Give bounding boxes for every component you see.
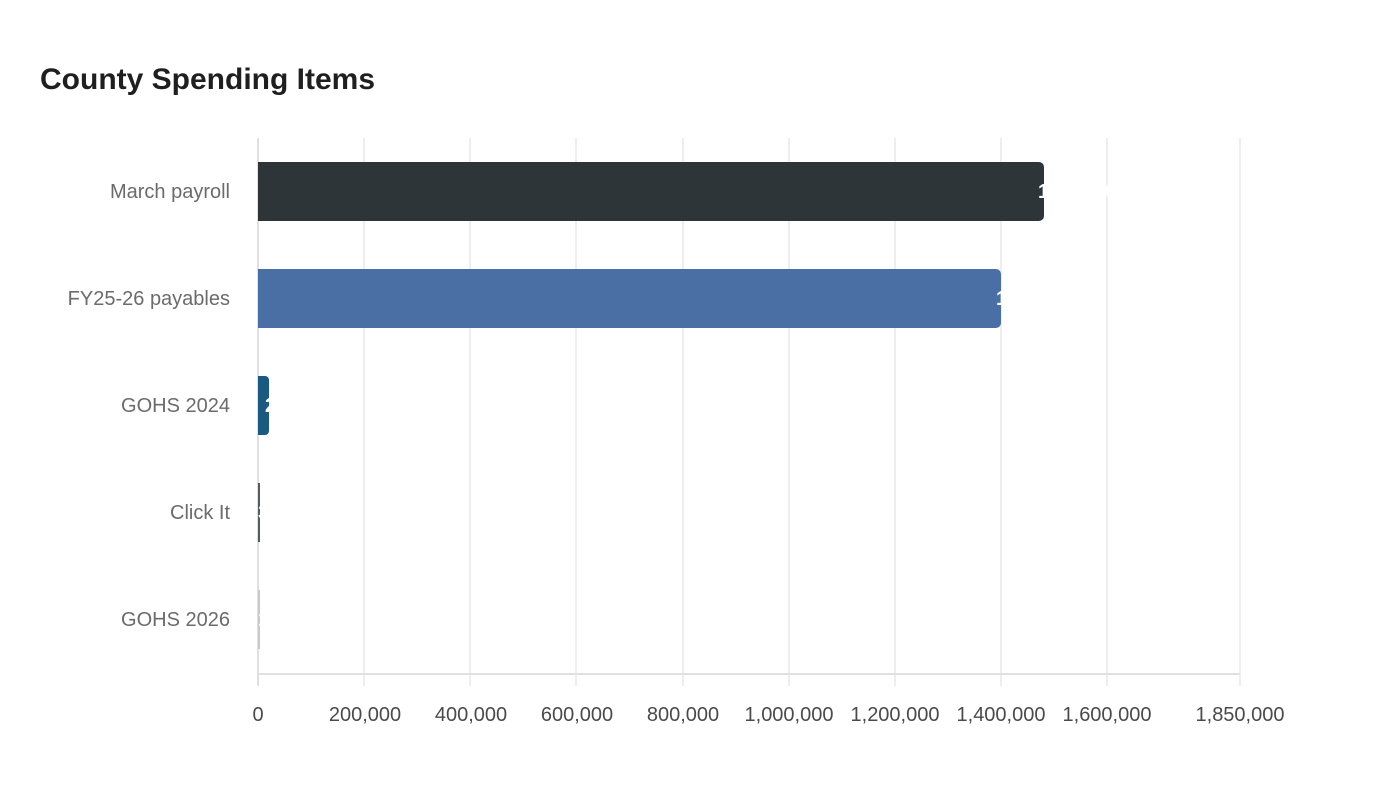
bar-value-label: 20,800 [265, 394, 327, 417]
gridline [1000, 138, 1002, 686]
x-tick-label: 800,000 [646, 704, 720, 726]
chart-title: County Spending Items [40, 63, 376, 96]
x-tick-label: 200,000 [328, 704, 402, 726]
bar-value-label: 1,481,000 [1038, 180, 1127, 203]
x-axis-line [258, 673, 1240, 675]
bar-value-label: 1,500 [258, 608, 309, 631]
bar-value-label: 1,402,000 [996, 287, 1085, 310]
x-tick-label: 400,000 [434, 704, 508, 726]
gridline [788, 138, 790, 686]
gridline [1239, 138, 1241, 686]
category-label: GOHS 2024 [121, 395, 230, 417]
bar-fy25-26-payables[interactable]: 1,402,000 [258, 269, 1085, 328]
x-tick-label: 1,600,000 [1062, 704, 1152, 726]
gridline [469, 138, 471, 686]
gridline [575, 138, 577, 686]
bar-gohs-2024[interactable]: 20,800 [258, 376, 326, 435]
category-label: Click It [170, 502, 230, 524]
x-tick-label: 0 [252, 704, 264, 726]
category-label: GOHS 2026 [121, 609, 230, 631]
x-tick-label: 1,200,000 [850, 704, 940, 726]
category-label: March payroll [109, 181, 230, 203]
gridline [1106, 138, 1108, 686]
bar-march-payroll[interactable]: 1,481,000 [258, 162, 1127, 221]
x-tick-label: 1,850,000 [1195, 704, 1285, 726]
gridline [363, 138, 365, 686]
gridline [894, 138, 896, 686]
x-tick-label: 1,000,000 [744, 704, 834, 726]
plot-area: 1,481,000 1,402,000 20,800 3,000 1,500 [257, 138, 1241, 686]
bar-click-it[interactable]: 3,000 [258, 483, 308, 542]
bar-value-label: 3,000 [258, 501, 309, 524]
x-tick-label: 600,000 [540, 704, 614, 726]
bar-gohs-2026[interactable]: 1,500 [258, 590, 308, 649]
x-tick-label: 1,400,000 [956, 704, 1046, 726]
category-label: FY25-26 payables [67, 288, 230, 310]
gridline [682, 138, 684, 686]
